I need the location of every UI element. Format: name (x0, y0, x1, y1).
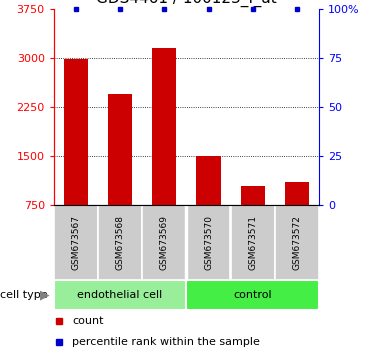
Title: GDS4461 / 100123_f_at: GDS4461 / 100123_f_at (96, 0, 277, 7)
Bar (54, 280, 186, 310)
Text: GSM673571: GSM673571 (248, 215, 257, 270)
Bar (186, 280, 319, 310)
Bar (231, 205, 275, 280)
Text: GSM673569: GSM673569 (160, 215, 169, 270)
Text: GSM673567: GSM673567 (71, 215, 81, 270)
Bar (240, 185, 265, 205)
Text: endothelial cell: endothelial cell (78, 290, 163, 300)
Text: GSM673572: GSM673572 (292, 215, 302, 270)
Text: percentile rank within the sample: percentile rank within the sample (72, 337, 260, 347)
Bar (196, 156, 221, 205)
Bar (152, 48, 177, 205)
Text: control: control (233, 290, 272, 300)
Bar (64, 59, 88, 205)
Text: GSM673570: GSM673570 (204, 215, 213, 270)
Text: GSM673568: GSM673568 (116, 215, 125, 270)
Bar (275, 205, 319, 280)
Bar (98, 205, 142, 280)
Text: cell type: cell type (0, 290, 47, 300)
Text: ▶: ▶ (40, 288, 50, 301)
Bar (54, 205, 98, 280)
Bar (142, 205, 186, 280)
Bar (285, 182, 309, 205)
Bar (108, 94, 132, 205)
Text: count: count (72, 316, 104, 326)
Bar (187, 205, 230, 280)
